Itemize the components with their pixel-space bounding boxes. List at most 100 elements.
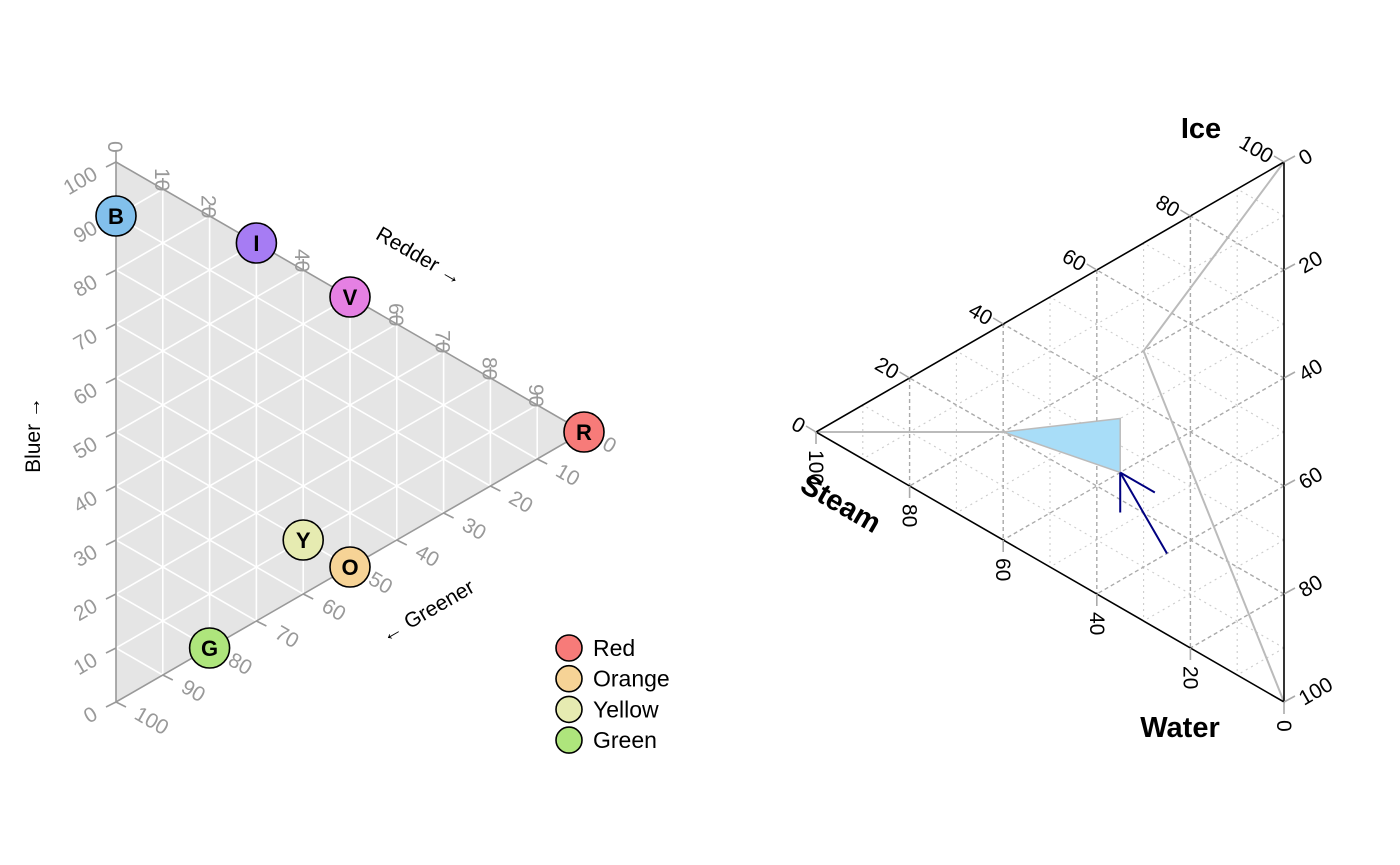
tick-mark-water <box>1283 371 1296 379</box>
point-marker <box>235 222 278 264</box>
tick-mark-blue <box>105 269 117 276</box>
axis-title-red: Redder → <box>372 222 466 290</box>
tick-label-blue: 100 <box>60 162 102 199</box>
tick-label-ice: 40 <box>964 299 996 331</box>
point-label: Y <box>296 528 311 553</box>
point-marker <box>95 195 137 237</box>
legend-label: Green <box>593 727 657 753</box>
tick-label-green: 70 <box>271 621 303 653</box>
legend-label: Yellow <box>593 696 659 722</box>
tick-mark-ice <box>1179 209 1191 217</box>
tick-mark-ice <box>1086 263 1098 271</box>
axis-title-green: ← Greener <box>377 575 478 647</box>
tick-mark-green <box>536 458 548 465</box>
tick-mark-water <box>1283 587 1296 595</box>
gridline-water <box>1236 647 1285 676</box>
tick-mark-blue <box>105 485 117 492</box>
gridline-blue <box>115 269 304 379</box>
point-label: G <box>201 636 218 661</box>
tick-mark-water <box>1283 155 1296 163</box>
point-marker <box>188 627 231 669</box>
point-marker <box>282 519 325 561</box>
gridline-water <box>1143 539 1285 622</box>
tick-mark-blue <box>105 701 117 708</box>
tick-mark-green <box>256 620 267 627</box>
tick-label-red: 60 <box>384 303 407 326</box>
tick-label-water: 20 <box>1295 247 1327 279</box>
tick-label-blue: 50 <box>70 432 102 464</box>
tick-label-blue: 70 <box>70 324 102 356</box>
tick-label-blue: 60 <box>70 378 102 410</box>
tick-label-green: 30 <box>458 513 490 545</box>
gridline-blue <box>115 215 210 271</box>
tick-label-green: 10 <box>552 459 584 491</box>
tick-mark-blue <box>105 539 117 546</box>
tick-label-blue: 80 <box>70 270 102 302</box>
tick-label-ice: 20 <box>871 353 903 385</box>
tick-mark-ice <box>1273 155 1285 163</box>
point-label: B <box>108 204 124 229</box>
legend-swatch <box>555 664 583 693</box>
corner-title-ice: Ice <box>1181 113 1221 145</box>
tick-mark-water <box>1283 263 1296 271</box>
tick-label-ice: 0 <box>787 413 809 439</box>
tick-mark-ice <box>805 425 817 433</box>
tick-mark-green <box>115 701 127 708</box>
phase-region <box>1002 417 1121 474</box>
tick-mark-blue <box>105 323 117 330</box>
point-marker <box>329 546 371 588</box>
legend-swatch <box>555 695 583 724</box>
gridline-water <box>909 269 1285 487</box>
gridline-ice <box>909 377 1285 595</box>
tick-label-steam: 40 <box>1085 612 1108 635</box>
gridline-blue <box>115 350 444 541</box>
gridline-green <box>115 485 304 595</box>
point-label: O <box>341 555 358 580</box>
tick-label-red: 40 <box>290 249 313 272</box>
gridline-ice <box>1002 323 1285 487</box>
tick-label-steam: 80 <box>898 504 921 527</box>
tick-label-red: 0 <box>103 141 126 153</box>
tick-mark-green <box>162 674 174 681</box>
tick-label-green: 20 <box>505 486 537 518</box>
tick-label-steam: 0 <box>1272 720 1295 732</box>
tick-mark-blue <box>105 377 117 384</box>
tick-label-ice: 80 <box>1152 191 1184 223</box>
tick-label-blue: 30 <box>70 540 102 572</box>
tick-mark-blue <box>105 431 117 438</box>
tick-mark-water <box>1283 479 1296 487</box>
tick-label-green: 40 <box>411 540 443 572</box>
axis-title-blue: Bluer → <box>22 397 45 473</box>
tick-label-water: 80 <box>1295 571 1327 603</box>
tick-label-water: 60 <box>1295 463 1327 495</box>
tick-mark-green <box>302 593 314 600</box>
gridline-green <box>115 647 164 676</box>
tick-label-red: 10 <box>150 168 173 191</box>
tick-mark-water <box>1283 695 1296 703</box>
tick-label-green: 60 <box>318 594 350 626</box>
gridline-blue <box>115 242 257 325</box>
tick-mark-blue <box>105 647 117 654</box>
tick-label-blue: 20 <box>70 594 102 626</box>
gridline-green <box>115 539 257 622</box>
tick-label-blue: 40 <box>70 486 102 518</box>
tick-label-steam: 60 <box>991 558 1014 581</box>
point-label: V <box>343 285 358 310</box>
tick-label-ice: 100 <box>1235 131 1277 168</box>
corner-title-steam: Steam <box>795 469 886 540</box>
tick-label-green: 100 <box>131 702 173 739</box>
point-label: I <box>253 231 259 256</box>
tick-label-water: 100 <box>1295 673 1337 710</box>
ternary-color-plot: 0102030405060708090100010203040506070809… <box>22 141 670 754</box>
tick-label-red: 80 <box>477 357 500 380</box>
gridline-blue <box>115 404 538 649</box>
tick-label-red: 20 <box>197 195 220 218</box>
tick-mark-ice <box>992 317 1004 325</box>
point-marker <box>329 276 371 318</box>
gridline-blue <box>115 296 351 433</box>
tick-mark-green <box>396 539 408 546</box>
legend-swatch <box>555 634 583 662</box>
point-marker <box>563 411 605 453</box>
tick-label-red: 90 <box>524 384 547 407</box>
